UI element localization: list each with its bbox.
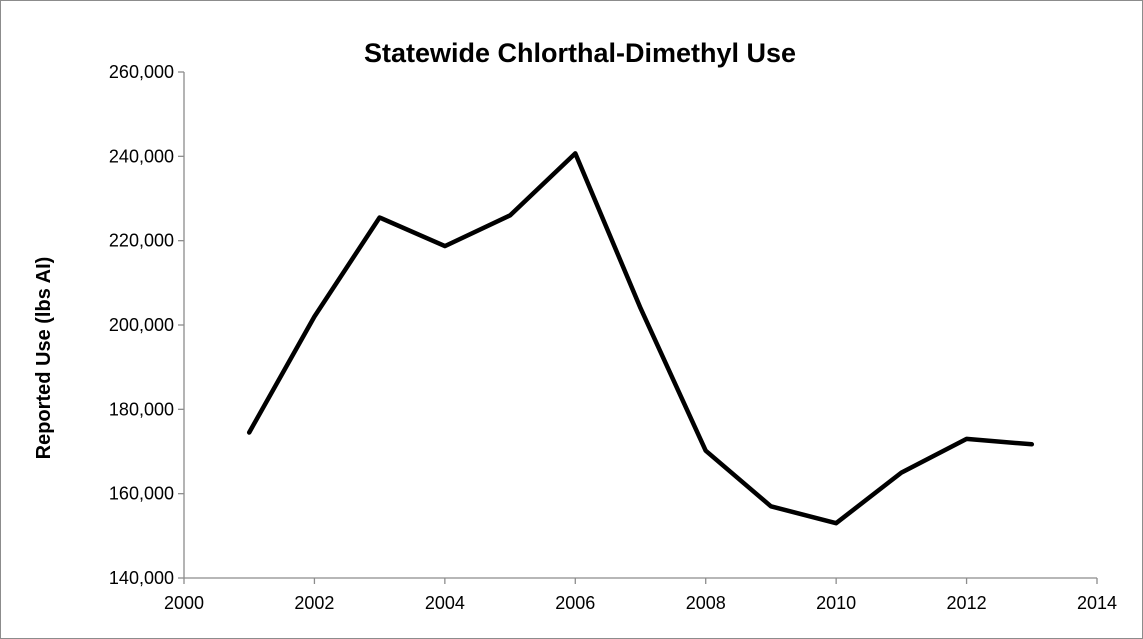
x-ticks: 2000 2002 2004 2006 2008 2010 2012 2014 [164,578,1117,613]
y-tick-label: 180,000 [109,399,174,419]
x-tick-label: 2004 [425,593,465,613]
y-tick-label: 220,000 [109,231,174,251]
y-ticks: 140,000 160,000 180,000 200,000 220,000 240,0… [109,62,184,588]
y-tick-label: 160,000 [109,484,174,504]
y-tick-label: 240,000 [109,146,174,166]
y-tick-label: 200,000 [109,315,174,335]
x-tick-label: 2014 [1077,593,1117,613]
x-tick-label: 2002 [294,593,334,613]
x-tick-label: 2010 [816,593,856,613]
x-tick-label: 2000 [164,593,204,613]
x-tick-label: 2006 [555,593,595,613]
series-layer [246,151,1035,526]
x-tick-label: 2008 [686,593,726,613]
y-tick-label: 140,000 [109,568,174,588]
x-tick-label: 2012 [947,593,987,613]
series-line [246,151,1035,526]
y-tick-label: 260,000 [109,62,174,82]
y-axis-title: Reported Use (lbs AI) [33,257,55,460]
chart-title: Statewide Chlorthal-Dimethyl Use [364,38,796,68]
axes [183,72,1097,579]
